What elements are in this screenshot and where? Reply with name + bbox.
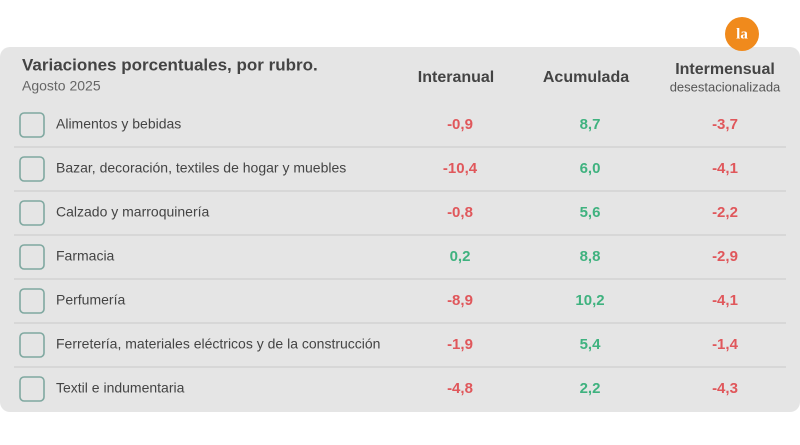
column-subheader: desestacionalizada	[670, 79, 781, 94]
cell-value: -4,3	[712, 380, 738, 397]
row-icon	[19, 200, 45, 226]
column-header: Interanual	[418, 69, 494, 86]
row-label: Ferretería, materiales eléctricos y de l…	[56, 336, 380, 352]
row-icon	[19, 156, 45, 182]
cell-value: 2,2	[580, 380, 601, 397]
cell-value: 6,0	[580, 160, 601, 177]
rows: Alimentos y bebidas -0,9 8,7 -3,7 Bazar, dec…	[14, 112, 786, 402]
cell-value: 5,6	[580, 204, 601, 221]
cell-value: 0,2	[450, 248, 471, 265]
row-icon	[19, 332, 45, 358]
cell-value: -4,8	[447, 380, 473, 397]
cell-value: -4,1	[712, 292, 738, 309]
cell-value: -0,8	[447, 204, 473, 221]
cell-value: -2,2	[712, 204, 738, 221]
logo-badge	[725, 17, 759, 51]
row-label: Alimentos y bebidas	[56, 116, 181, 132]
cell-value: 10,2	[575, 292, 604, 309]
cell-value: -8,9	[447, 292, 473, 309]
cell-value: 5,4	[580, 336, 602, 353]
cell-value: -10,4	[443, 160, 478, 177]
row-label: Textil e indumentaria	[56, 380, 185, 396]
row-label: Bazar, decoración, textiles de hogar y m…	[56, 160, 346, 176]
cell-value: -3,7	[712, 116, 738, 133]
title: Variaciones porcentuales, por rubro.	[22, 55, 318, 74]
cell-value: -0,9	[447, 116, 473, 133]
cell-value: -4,1	[712, 160, 738, 177]
panel	[0, 47, 800, 412]
row-icon	[19, 288, 45, 314]
subtitle: Agosto 2025	[22, 78, 101, 94]
cell-value: -1,4	[712, 336, 739, 353]
column-header: Intermensual	[675, 61, 775, 78]
row-label: Calzado y marroquinería	[56, 204, 210, 220]
row-label: Farmacia	[56, 248, 115, 264]
cell-value: -1,9	[447, 336, 473, 353]
logo-text: la	[736, 26, 748, 42]
cell-value: 8,8	[580, 248, 601, 265]
cell-value: -2,9	[712, 248, 738, 265]
column-header: Acumulada	[543, 69, 629, 86]
row-icon	[19, 112, 45, 138]
row-icon	[19, 244, 45, 270]
row-label: Perfumería	[56, 292, 125, 308]
row-icon	[19, 376, 45, 402]
cell-value: 8,7	[580, 116, 601, 133]
